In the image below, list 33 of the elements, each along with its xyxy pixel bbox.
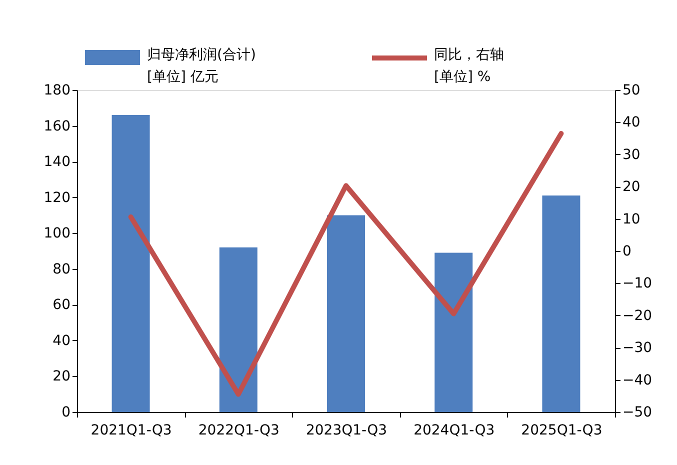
y2-tick-label: 30	[622, 146, 640, 163]
y2-tick-label: 20	[622, 179, 640, 196]
y2-tick-label: −30	[622, 340, 652, 356]
x-tick-label: 2025Q1-Q3	[521, 422, 602, 438]
y-tick-label: 120	[44, 190, 70, 206]
y-tick-label: 160	[44, 118, 70, 134]
bar	[219, 247, 258, 412]
y2-tick-label: −20	[622, 308, 652, 324]
y2-tick-label: 0	[622, 244, 632, 260]
y2-tick-label: −10	[622, 276, 652, 292]
legend-label: 同比，右轴 [单位] %	[434, 47, 504, 85]
y2-tick-label: −40	[622, 372, 652, 388]
y-tick-label: 80	[52, 261, 70, 278]
bar	[112, 115, 150, 412]
y2-tick-label: 40	[622, 114, 640, 131]
y2-tick-label: 50	[622, 82, 640, 98]
x-tick-label: 2023Q1-Q3	[306, 422, 388, 438]
legend-label: 归母净利润(合计) [单位] 亿元	[147, 47, 256, 85]
y-tick-label: 40	[52, 332, 70, 349]
y-tick-label: 60	[52, 297, 70, 314]
y-tick-label: 0	[62, 404, 70, 420]
x-tick-label: 2021Q1-Q3	[90, 422, 172, 438]
y2-tick-label: 10	[622, 211, 640, 228]
y-tick-label: 180	[44, 82, 70, 98]
x-tick-label: 2022Q1-Q3	[198, 422, 280, 438]
bar	[327, 215, 365, 412]
y2-tick-label: −50	[622, 404, 652, 420]
bar	[542, 196, 580, 412]
bar	[434, 252, 473, 412]
x-tick-label: 2024Q1-Q3	[414, 422, 495, 438]
y-tick-label: 20	[52, 368, 70, 385]
y-tick-label: 100	[44, 226, 70, 242]
y-tick-label: 140	[44, 154, 70, 170]
